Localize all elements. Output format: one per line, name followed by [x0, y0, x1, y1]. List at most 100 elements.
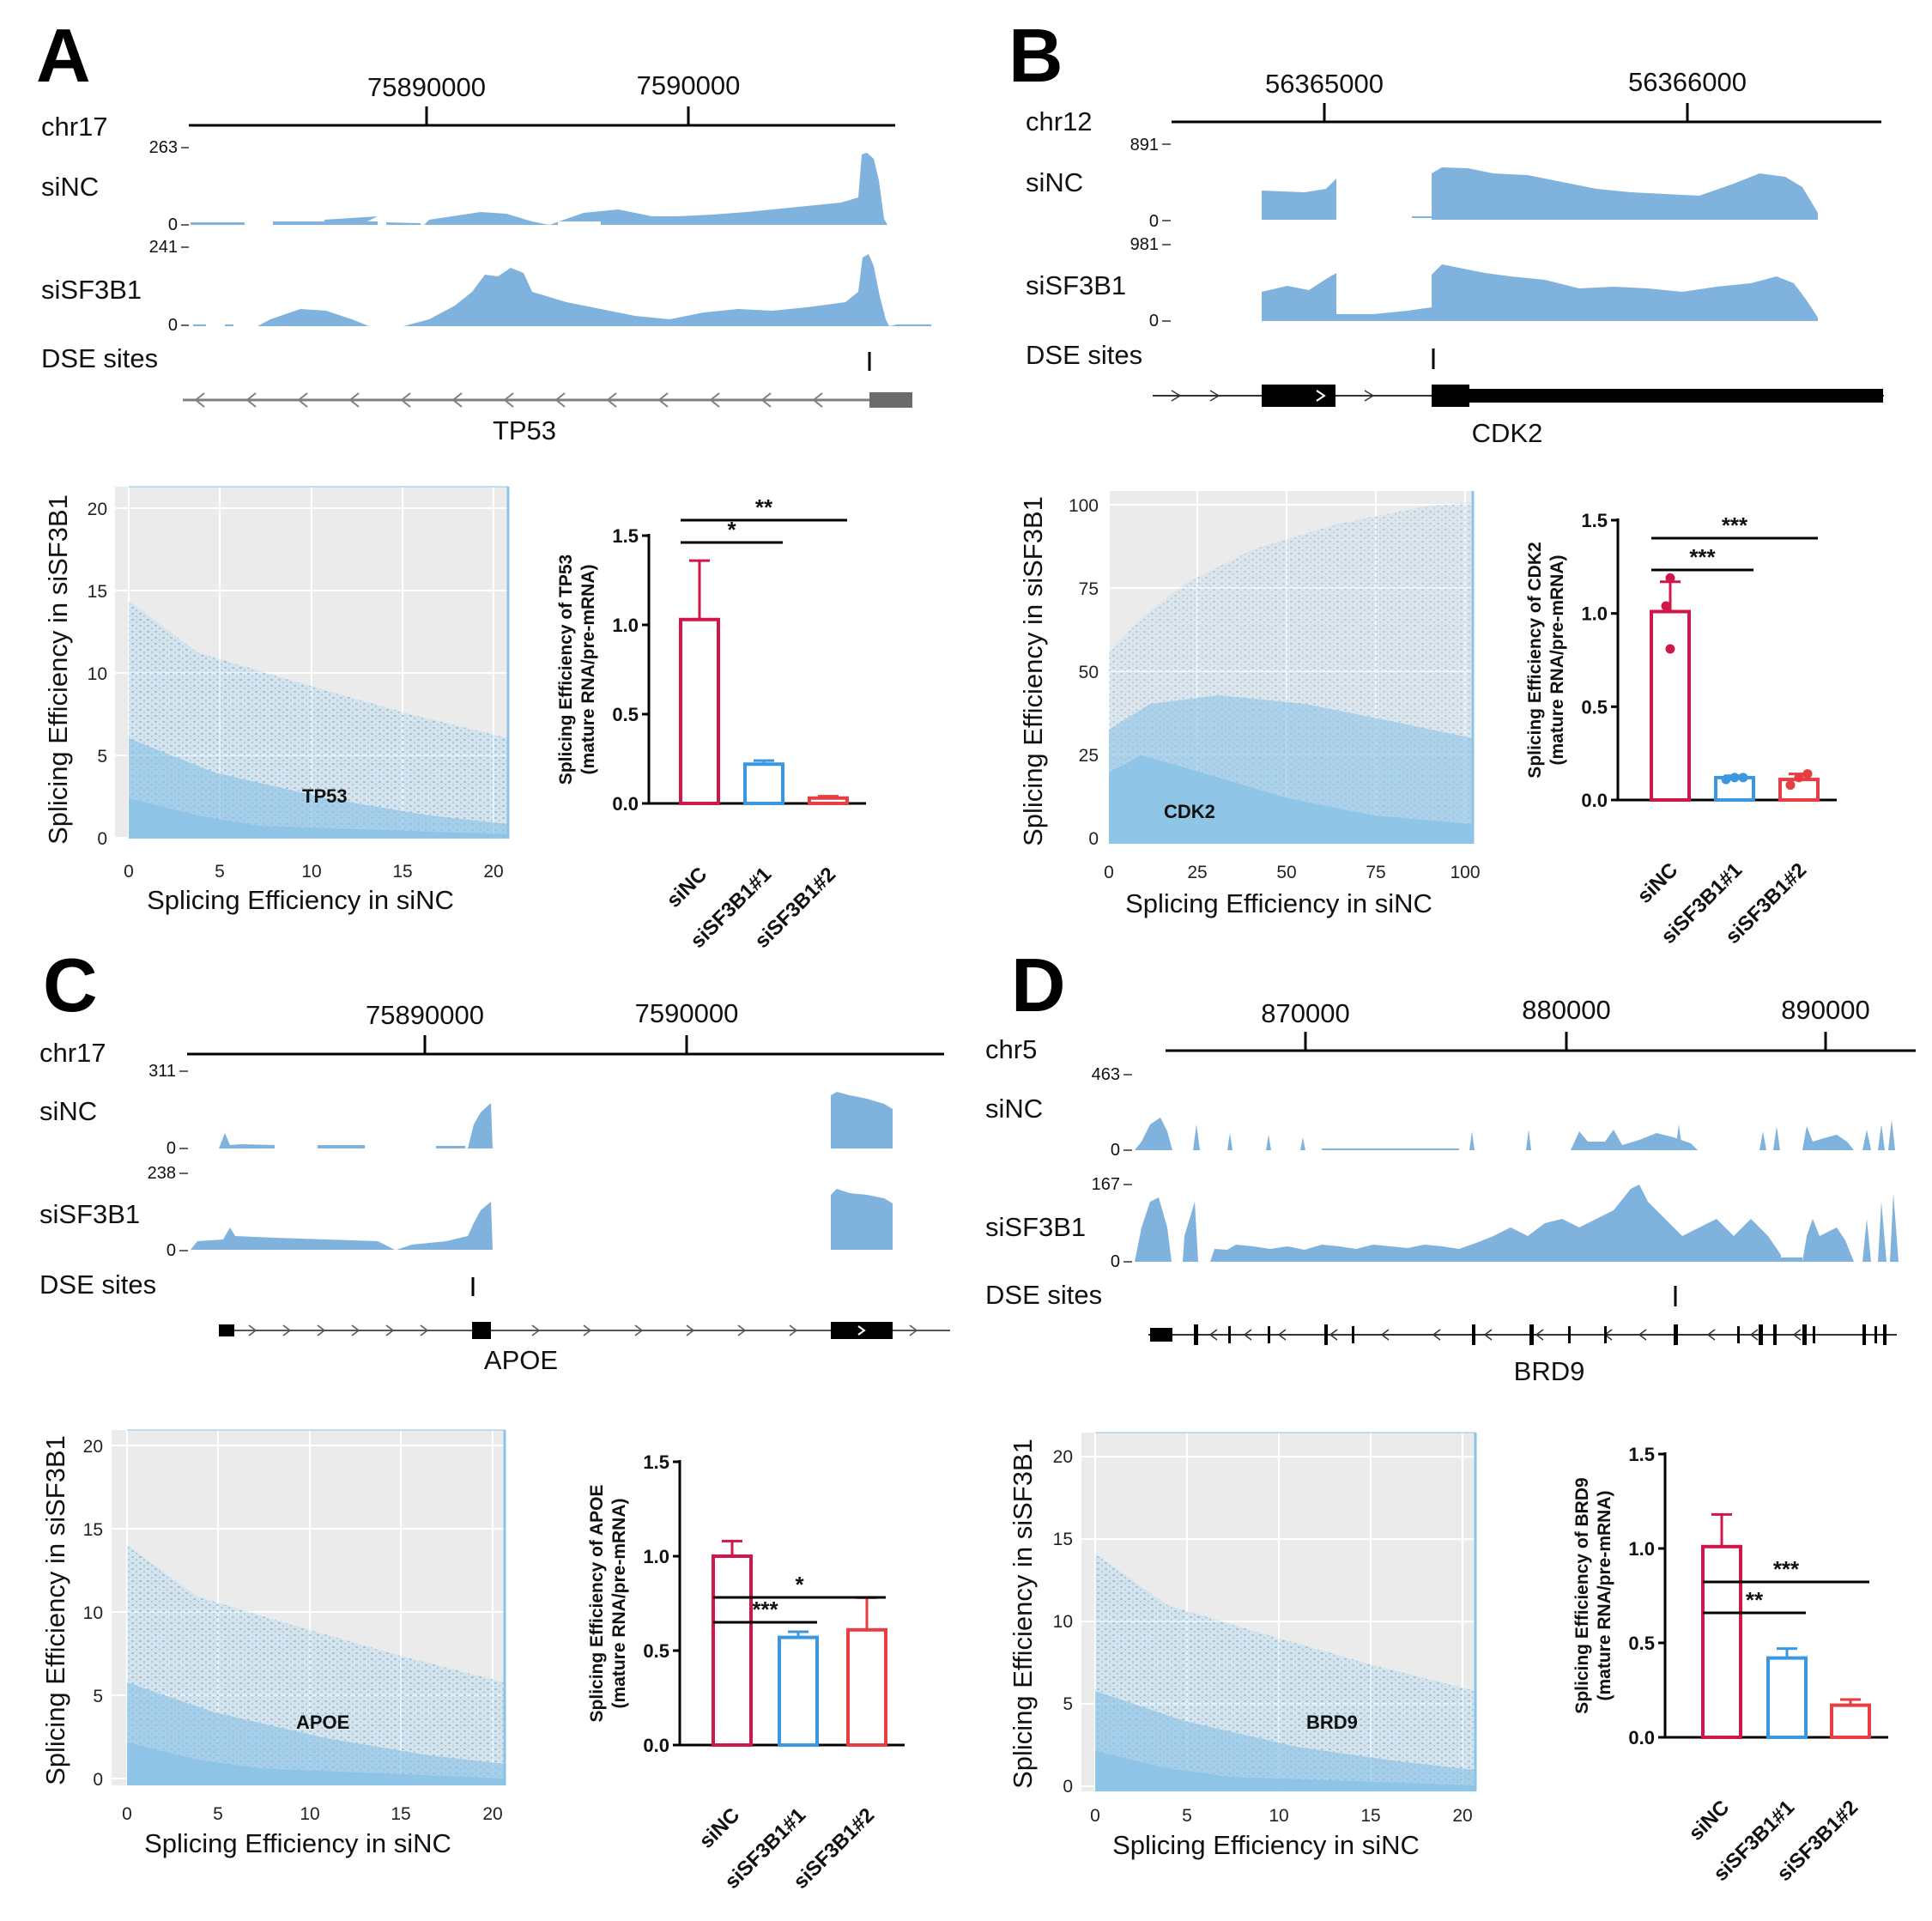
bar-ytick-label: 0.5 — [612, 704, 639, 725]
bar-chart-d: 0.0 0.5 1.0 1.5 Splicing Efficiency of BRD9(… — [1572, 1444, 1888, 1886]
data-point — [1665, 644, 1675, 654]
dse-label-a: DSE sites — [41, 343, 158, 373]
dse-label-c: DSE sites — [39, 1270, 156, 1300]
track-label-c-sisf3b1: siSF3B1 — [39, 1199, 140, 1229]
scatter-d: BRD9 0 5 10 15 20 0 5 10 15 20 Splicing … — [1008, 1432, 1477, 1860]
scatter-ytick-a-4: 20 — [88, 500, 107, 519]
track-label-a-sisf3b1: siSF3B1 — [41, 275, 142, 305]
scatter-ytick-b-4: 100 — [1069, 496, 1099, 516]
coverage-b-sisf3b1 — [1262, 264, 1818, 321]
scatter-ytick-c-0: 0 — [93, 1770, 103, 1790]
scatter-xlabel-b: Splicing Efficiency in siNC — [1125, 888, 1432, 918]
panel-letter-c: C — [43, 942, 98, 1027]
scatter-ytick-c-4: 20 — [83, 1437, 103, 1457]
bar-ytick-label: 0.0 — [612, 793, 639, 815]
data-point — [1661, 601, 1671, 611]
bar-ytick-label: 1.5 — [1581, 510, 1608, 531]
bar-ytick-label: 0.0 — [1581, 790, 1608, 811]
bar-ytick-label: 0.0 — [1628, 1727, 1655, 1748]
track-label-b-sisf3b1: siSF3B1 — [1026, 270, 1126, 300]
bar-category-label: siNC — [662, 863, 712, 912]
coord-label-b-1: 56366000 — [1628, 67, 1747, 97]
scatter-xtick-b-1: 25 — [1187, 863, 1207, 882]
scatter-ytick-c-1: 5 — [93, 1687, 103, 1706]
bar-chart-b: 0.0 0.5 1.0 1.5 Splicing Efficiency of CDK2(… — [1525, 510, 1837, 948]
data-point — [1794, 773, 1804, 783]
chrom-label-c: chr17 — [39, 1038, 106, 1068]
bar-chart-c: 0.0 0.5 1.0 1.5 Splicing Efficiency of APOE(… — [587, 1451, 905, 1894]
track-max-a-sinc: 263 — [149, 138, 178, 157]
scatter-xtick-d-0: 0 — [1090, 1806, 1100, 1826]
scatter-xtick-a-1: 5 — [215, 862, 225, 882]
data-point — [1721, 774, 1731, 785]
bar-ytick-label: 1.0 — [643, 1546, 669, 1567]
panel-letter-a: A — [36, 13, 91, 98]
scatter-highlight-d: BRD9 — [1306, 1712, 1358, 1733]
coord-label-a-1: 7590000 — [637, 70, 741, 100]
track-label-a-sinc: siNC — [41, 172, 99, 202]
bar-ytick-label: 0.5 — [1628, 1633, 1655, 1654]
bar-siNC — [1701, 1544, 1742, 1740]
coord-label-d-0: 870000 — [1261, 998, 1349, 1028]
coord-label-d-2: 890000 — [1781, 995, 1869, 1025]
scatter-xtick-d-1: 5 — [1182, 1806, 1192, 1826]
bar-chart-a: 0.0 0.5 1.0 1.5 Splicing Efficiency of TP53(… — [556, 494, 866, 953]
dse-label-b: DSE sites — [1026, 340, 1142, 370]
scatter-xtick-c-3: 15 — [391, 1804, 410, 1824]
dse-label-d: DSE sites — [985, 1280, 1102, 1310]
bar-siSF3B1-1 — [743, 762, 784, 805]
scatter-xtick-c-2: 10 — [300, 1804, 319, 1824]
bar-ylabel-unit: (mature RNA/pre-mRNA) — [1595, 1490, 1614, 1700]
track-max-b-sinc: 891 — [1130, 136, 1159, 155]
significance-label: * — [795, 1572, 804, 1597]
coverage-c-sisf3b1 — [191, 1189, 893, 1250]
bar-ytick-label: 1.0 — [1628, 1538, 1655, 1560]
bar-siSF3B1-2 — [1830, 1703, 1871, 1739]
chrom-label-b: chr12 — [1026, 106, 1093, 136]
coverage-b-sinc — [1262, 167, 1818, 220]
panel-c: C chr17 75890000 7590000 siNC 311 0 siSF… — [39, 942, 950, 1894]
scatter-xtick-b-0: 0 — [1104, 863, 1114, 882]
track-min-b-sisf3b1: 0 — [1149, 312, 1159, 330]
bar-siSF3B1-1 — [778, 1635, 819, 1747]
track-max-c-sinc: 311 — [148, 1062, 176, 1081]
scatter-ytick-a-1: 5 — [97, 747, 107, 767]
scatter-xtick-a-3: 15 — [392, 862, 412, 882]
scatter-ytick-a-3: 15 — [88, 582, 107, 602]
scatter-ytick-d-2: 10 — [1053, 1612, 1073, 1632]
scatter-ylabel-a: Splicing Efficiency in siSF3B1 — [43, 494, 73, 845]
scatter-xlabel-d: Splicing Efficiency in siNC — [1112, 1830, 1420, 1860]
scatter-xtick-c-0: 0 — [122, 1804, 132, 1824]
chrom-label-d: chr5 — [985, 1034, 1037, 1064]
bar-category-label: siNC — [1684, 1796, 1734, 1845]
data-point — [1738, 773, 1748, 783]
scatter-xtick-a-2: 10 — [301, 862, 321, 882]
scatter-xlabel-a: Splicing Efficiency in siNC — [147, 885, 454, 915]
coverage-a-sinc — [191, 153, 887, 225]
gene-name-b: CDK2 — [1472, 418, 1543, 448]
scatter-ytick-b-0: 0 — [1088, 829, 1099, 849]
track-min-c-sisf3b1: 0 — [167, 1241, 176, 1260]
track-min-b-sinc: 0 — [1149, 212, 1159, 231]
data-point — [1665, 573, 1675, 583]
bar-siNC — [679, 617, 720, 806]
bar-ytick-label: 1.5 — [1628, 1444, 1655, 1465]
significance-label: *** — [1689, 544, 1716, 570]
bar-ytick-label: 0.5 — [643, 1640, 669, 1662]
bar-ytick-label: 0.5 — [1581, 696, 1608, 718]
track-max-c-sisf3b1: 238 — [148, 1164, 176, 1183]
scatter-xtick-d-4: 20 — [1452, 1806, 1472, 1826]
chrom-label-a: chr17 — [41, 112, 108, 142]
track-label-d-sinc: siNC — [985, 1094, 1043, 1124]
scatter-highlight-a: TP53 — [302, 785, 348, 807]
scatter-xtick-b-3: 75 — [1366, 863, 1385, 882]
bar-ylabel: Splicing Efficiency of BRD9 — [1572, 1477, 1592, 1713]
track-label-b-sinc: siNC — [1026, 167, 1083, 197]
scatter-xtick-a-4: 20 — [483, 862, 503, 882]
bar-ylabel: Splicing Efficiency of TP53 — [556, 554, 576, 785]
significance-label: ** — [1746, 1587, 1764, 1613]
track-max-d-sinc: 463 — [1092, 1065, 1120, 1084]
significance-label: *** — [752, 1597, 778, 1622]
scatter-ytick-b-3: 75 — [1079, 579, 1099, 599]
scatter-ytick-d-1: 5 — [1063, 1694, 1073, 1714]
